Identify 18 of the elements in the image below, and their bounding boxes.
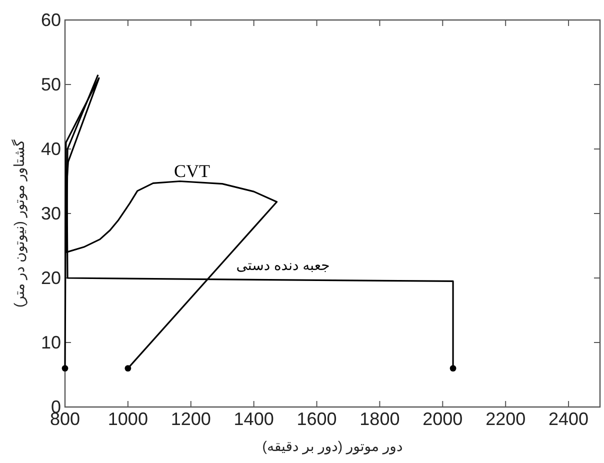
y-tick-label: 30 <box>40 204 61 224</box>
y-tick-label: 60 <box>40 10 61 30</box>
series-label: جعبه دنده دستی <box>236 257 330 273</box>
y-tick-label: 10 <box>40 332 61 352</box>
x-tick-label: 1800 <box>360 409 400 429</box>
y-tick-label: 20 <box>40 268 61 288</box>
y-axis-title: گشتاور موتور (نیوتون در متر) <box>11 139 28 308</box>
y-tick-label: 50 <box>40 74 61 94</box>
series-label: CVT <box>174 161 210 181</box>
x-tick-label: 1200 <box>170 409 211 429</box>
x-tick-label: 1400 <box>234 409 274 429</box>
y-tick-label: 40 <box>40 139 61 159</box>
x-tick-label: 2200 <box>486 409 526 429</box>
x-tick-label: 1600 <box>296 409 337 429</box>
x-tick-label: 2400 <box>548 409 589 429</box>
x-axis-title: دور موتور (دور بر دقیقه) <box>262 438 403 455</box>
x-tick-label: 1000 <box>108 409 148 429</box>
x-tick-label: 2000 <box>422 409 463 429</box>
